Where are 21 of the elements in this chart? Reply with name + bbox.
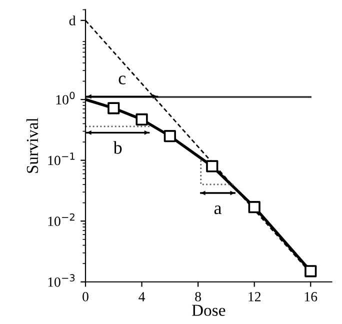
x-tick-label: 16 [304, 292, 318, 302]
point [206, 160, 218, 172]
annotation: b [113, 141, 122, 154]
annotation: c [118, 76, 126, 84]
point [136, 113, 148, 126]
y-tick-label: 10$^{−3}$ [48, 274, 75, 287]
x-tick-label: 4 [138, 292, 146, 302]
point [248, 201, 260, 214]
y-axis-title: Survival [26, 118, 38, 173]
y-tick-label: 10$^{−1}$ [48, 152, 74, 166]
point [164, 130, 176, 142]
x-tick-label: 12 [248, 292, 261, 302]
y-tick-label: d [69, 16, 76, 26]
x-axis-title: Dose [192, 304, 226, 316]
annotation: a [214, 206, 222, 214]
x-tick-label: 0 [82, 292, 88, 302]
x-tick-label: 8 [195, 292, 202, 302]
y-tick-label: 10$^{−2}$ [48, 213, 74, 226]
point [304, 265, 317, 278]
point [108, 102, 120, 114]
y-tick-label: 10$^{0}$ [56, 92, 75, 104]
